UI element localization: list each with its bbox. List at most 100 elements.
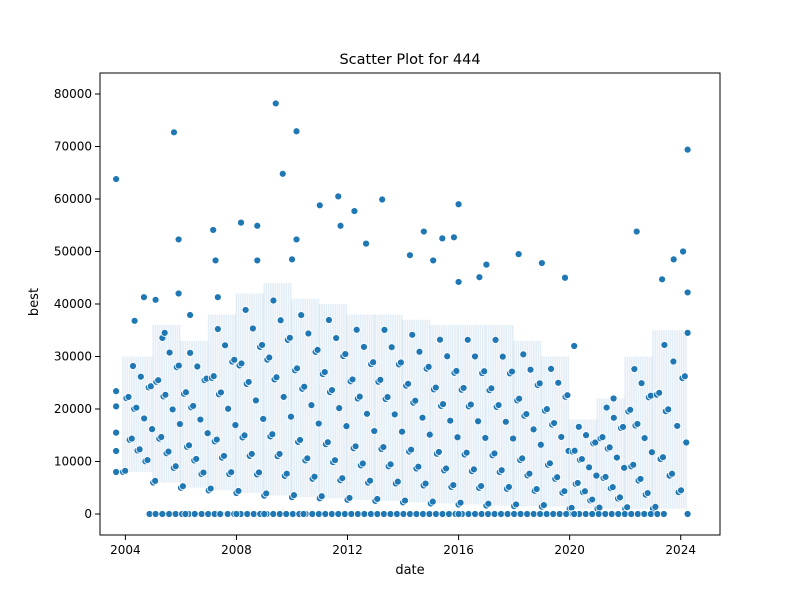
dense-band-column bbox=[150, 356, 153, 472]
dense-band-column bbox=[227, 314, 230, 491]
dense-band-column bbox=[660, 330, 663, 509]
scatter-point bbox=[570, 446, 579, 455]
dense-band-column bbox=[481, 325, 484, 505]
dense-band-column bbox=[685, 330, 687, 509]
dense-band-column bbox=[394, 314, 396, 501]
dense-band-column bbox=[263, 283, 266, 496]
scatter-point bbox=[471, 510, 479, 518]
scatter-point bbox=[498, 352, 507, 361]
scatter-point bbox=[292, 127, 301, 136]
scatter-point bbox=[130, 316, 139, 325]
scatter-point bbox=[347, 510, 356, 518]
y-tick-label: 40000 bbox=[54, 297, 92, 311]
scatter-point bbox=[380, 510, 388, 518]
dense-band-column bbox=[225, 314, 228, 491]
dense-band-column bbox=[214, 314, 217, 491]
scatter-point bbox=[135, 445, 144, 454]
scatter-point bbox=[484, 499, 493, 508]
scatter-point bbox=[143, 456, 152, 464]
scatter-point bbox=[223, 510, 232, 518]
scatter-point bbox=[241, 306, 250, 314]
scatter-point bbox=[290, 491, 298, 500]
dense-band-column bbox=[642, 356, 644, 509]
scatter-point bbox=[581, 510, 590, 518]
scatter-point bbox=[452, 367, 461, 375]
scatter-point bbox=[253, 221, 262, 230]
dense-band-column bbox=[161, 325, 163, 483]
dense-band-column bbox=[678, 330, 681, 509]
scatter-point bbox=[557, 433, 566, 441]
scatter-point bbox=[158, 510, 167, 518]
scatter-point bbox=[406, 251, 414, 260]
dense-band-column bbox=[240, 293, 242, 493]
dense-band-column bbox=[424, 319, 426, 503]
scatter-point bbox=[474, 417, 482, 426]
scatter-point bbox=[434, 448, 443, 456]
scatter-point bbox=[345, 494, 354, 502]
dense-band-column bbox=[323, 304, 325, 499]
dense-band-column bbox=[135, 356, 138, 472]
scatter-point bbox=[494, 401, 503, 409]
scatter-point bbox=[609, 394, 618, 403]
dense-band-column bbox=[131, 356, 133, 472]
scatter-point bbox=[387, 343, 396, 352]
dense-band-column bbox=[381, 314, 383, 501]
scatter-point bbox=[627, 510, 636, 518]
x-tick-label: 2004 bbox=[110, 543, 141, 557]
scatter-point bbox=[609, 413, 618, 422]
dense-band-column bbox=[408, 319, 411, 503]
scatter-point bbox=[171, 462, 180, 471]
scatter-point bbox=[419, 510, 427, 518]
scatter-point bbox=[179, 482, 187, 491]
scatter-point bbox=[536, 510, 545, 518]
dense-band-column bbox=[270, 283, 272, 496]
scatter-point bbox=[436, 335, 444, 344]
dense-band-column bbox=[204, 340, 206, 488]
y-tick-label: 50000 bbox=[54, 245, 92, 259]
scatter-point bbox=[454, 510, 463, 518]
scatter-point bbox=[334, 192, 343, 201]
scatter-point bbox=[630, 365, 639, 373]
dense-band-column bbox=[317, 298, 320, 498]
dense-band-column bbox=[218, 314, 221, 491]
scatter-point bbox=[199, 468, 208, 477]
y-tick-label: 80000 bbox=[54, 87, 92, 101]
scatter-point bbox=[307, 401, 316, 410]
scatter-point bbox=[360, 510, 369, 518]
scatter-point bbox=[640, 510, 649, 518]
scatter-point bbox=[445, 510, 453, 518]
scatter-point bbox=[536, 440, 545, 449]
dense-band-column bbox=[242, 293, 244, 493]
scatter-point bbox=[296, 436, 304, 444]
scatter-point bbox=[509, 434, 517, 443]
scatter-point bbox=[669, 357, 678, 366]
dense-band-column bbox=[234, 314, 236, 491]
dense-band-column bbox=[489, 325, 492, 506]
dense-band-column bbox=[146, 356, 149, 472]
scatter-point bbox=[192, 455, 201, 463]
scatter-point bbox=[588, 510, 597, 518]
scatter-point bbox=[338, 474, 347, 483]
scatter-point bbox=[341, 350, 350, 358]
scatter-point bbox=[185, 441, 193, 450]
scatter-point bbox=[503, 510, 512, 518]
scatter-point bbox=[519, 350, 528, 359]
dense-band-column bbox=[398, 314, 401, 501]
dense-band-column bbox=[633, 356, 635, 509]
dense-band-column bbox=[348, 314, 351, 500]
dense-band-column bbox=[456, 325, 459, 504]
dense-band-column bbox=[202, 340, 204, 488]
scatter-point bbox=[633, 420, 642, 428]
dense-band-column bbox=[402, 319, 404, 503]
dense-band-column bbox=[498, 325, 501, 506]
scatter-point bbox=[213, 325, 222, 333]
scatter-point bbox=[209, 226, 218, 234]
dense-band-column bbox=[654, 330, 656, 509]
dense-band-column bbox=[609, 398, 612, 509]
dense-band-column bbox=[197, 340, 200, 488]
dense-band-column bbox=[612, 398, 614, 509]
scatter-point bbox=[683, 328, 692, 337]
scatter-point bbox=[561, 273, 569, 282]
scatter-point bbox=[477, 482, 486, 490]
dense-band-column bbox=[652, 330, 654, 509]
